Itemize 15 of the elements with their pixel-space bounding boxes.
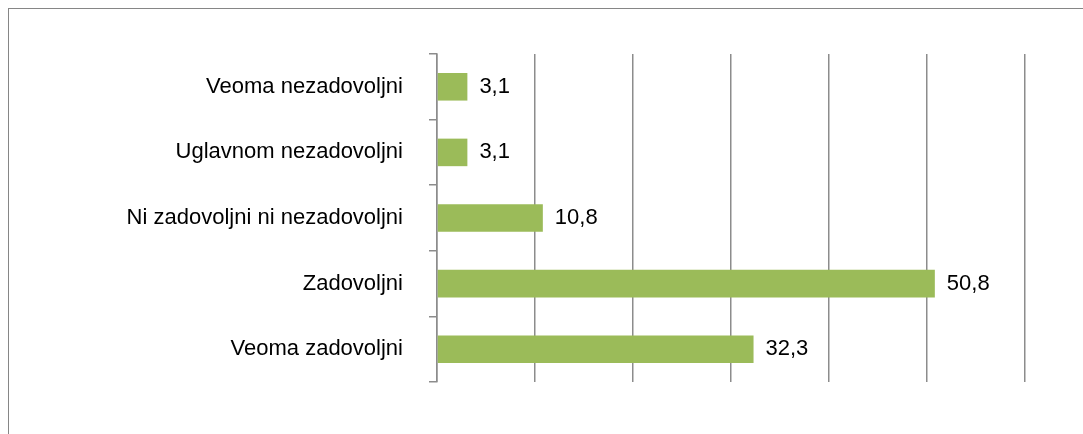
data-label: 3,1 [479,72,510,98]
data-label: 32,3 [765,335,809,361]
bar [437,269,935,298]
y-tick-label: Zadovoljni [302,269,403,295]
bar [437,335,754,363]
y-tick-label: Veoma nezadovoljni [206,72,403,98]
bar [437,138,468,167]
y-tick-label: Uglavnom nezadovoljni [175,138,403,164]
y-tick-label: Ni zadovoljni ni nezadovoljni [126,204,403,230]
y-tick-label: Veoma zadovoljni [230,335,403,361]
data-label: 10,8 [554,204,598,230]
data-label: 3,1 [479,138,510,164]
data-label: 50,8 [946,269,990,295]
bar [437,73,468,101]
bar [437,204,543,232]
